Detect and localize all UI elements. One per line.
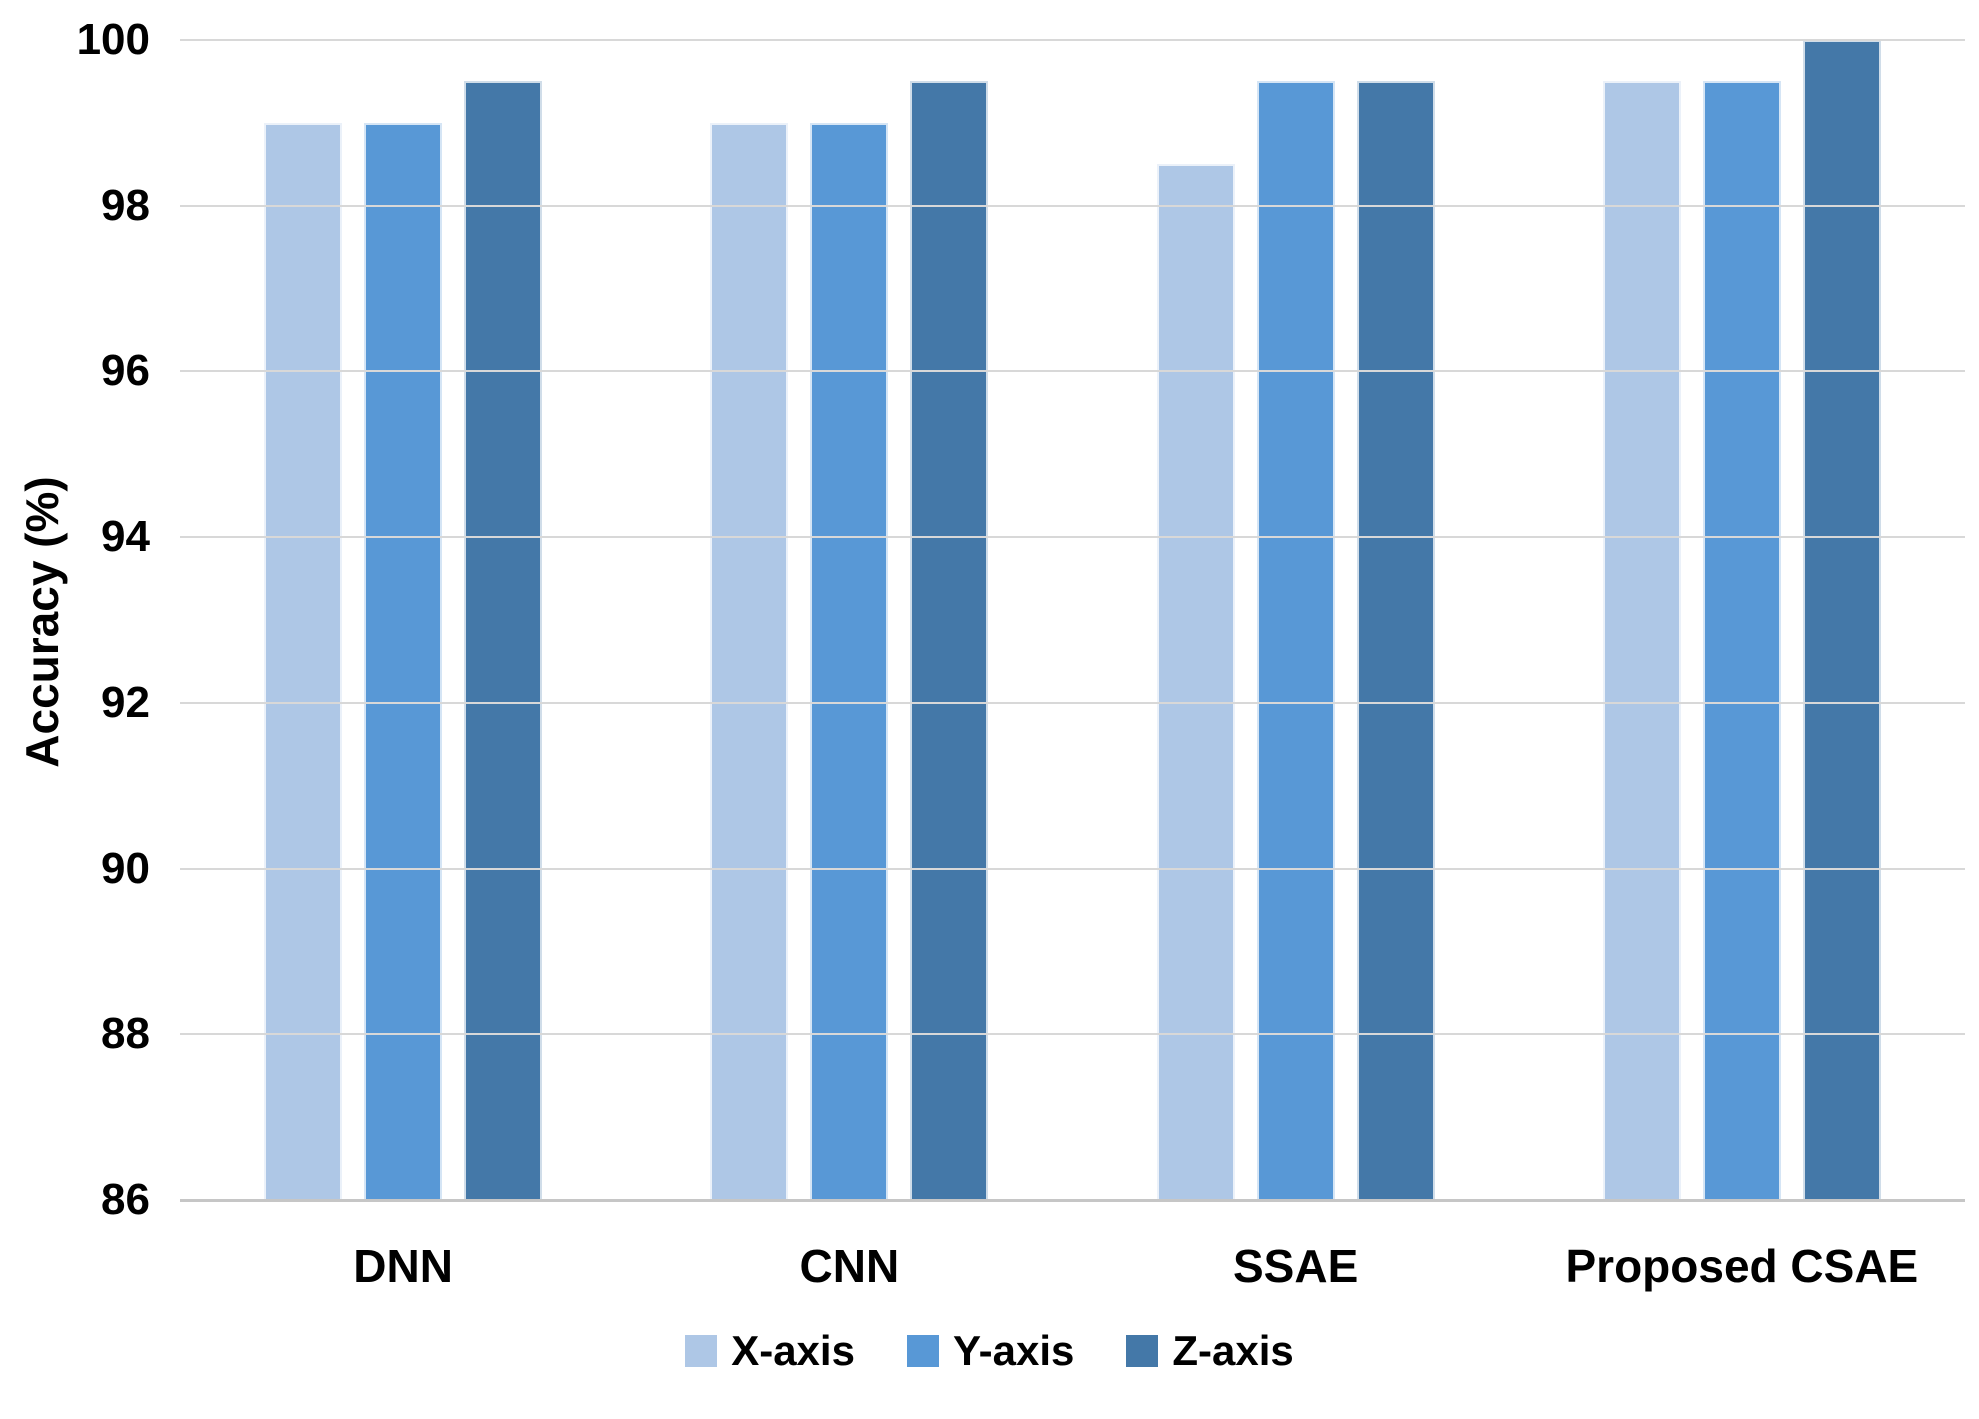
bar-ssae-y-axis [1256, 81, 1335, 1200]
bar-group-dnn [180, 40, 626, 1200]
bar-proposed-csae-z-axis [1802, 40, 1881, 1200]
bar-group-cnn [626, 40, 1072, 1200]
bar-proposed-csae-y-axis [1702, 81, 1781, 1200]
gridline-98 [180, 204, 1965, 207]
y-tick-label-98: 98 [101, 180, 150, 230]
y-tick-label-86: 86 [101, 1175, 150, 1224]
legend-swatch-x-axis [685, 1335, 718, 1367]
legend-swatch-z-axis [1126, 1335, 1159, 1367]
gridline-88 [180, 1033, 1965, 1036]
gridline-96 [180, 370, 1965, 373]
bar-group-ssae [1073, 40, 1519, 1200]
gridline-90 [180, 867, 1965, 870]
category-label-proposed-csae: Proposed CSAE [1565, 1240, 1919, 1292]
gridline-92 [180, 701, 1965, 704]
bar-cnn-y-axis [810, 122, 889, 1200]
bar-dnn-y-axis [364, 122, 443, 1200]
bar-cnn-z-axis [910, 81, 989, 1200]
legend-label-x-axis: X-axis [731, 1327, 855, 1374]
category-label-dnn: DNN [353, 1240, 453, 1292]
legend-label-y-axis: Y-axis [952, 1327, 1075, 1374]
x-axis-category-row: DNN CNN SSAE Proposed CSAE [180, 1238, 1965, 1298]
x-axis-line [180, 1199, 1965, 1202]
bar-dnn-x-axis [264, 122, 343, 1200]
gridline-100 [180, 39, 1965, 41]
legend-label-z-axis: Z-axis [1172, 1327, 1294, 1374]
legend-item-y-axis: Y-axis [906, 1327, 1075, 1374]
bar-ssae-x-axis [1156, 164, 1235, 1200]
category-label-ssae: SSAE [1232, 1240, 1359, 1292]
legend-item-z-axis: Z-axis [1126, 1327, 1294, 1374]
y-tick-label-88: 88 [101, 1009, 150, 1059]
plot-area: 100 98 96 94 92 90 88 86 [77, 18, 1965, 1222]
bar-cnn-x-axis [710, 122, 789, 1200]
gridline-94 [180, 536, 1965, 539]
bar-groups [180, 40, 1965, 1200]
legend-swatch-y-axis [906, 1335, 939, 1367]
bar-dnn-z-axis [464, 81, 543, 1200]
bar-ssae-z-axis [1356, 81, 1435, 1200]
category-label-cnn: CNN [799, 1240, 900, 1292]
legend-item-x-axis: X-axis [685, 1330, 855, 1372]
y-tick-label-94: 94 [101, 512, 150, 562]
bar-group-proposed-csae [1519, 40, 1965, 1200]
y-tick-label-100: 100 [76, 15, 150, 64]
y-tick-label-92: 92 [101, 677, 150, 727]
bar-proposed-csae-x-axis [1602, 81, 1681, 1200]
y-tick-label-90: 90 [101, 843, 150, 893]
legend: X-axis Y-axis Z-axis [0, 1330, 1979, 1372]
y-tick-label-96: 96 [101, 346, 150, 396]
y-axis-title: Accuracy (%) [16, 476, 68, 768]
